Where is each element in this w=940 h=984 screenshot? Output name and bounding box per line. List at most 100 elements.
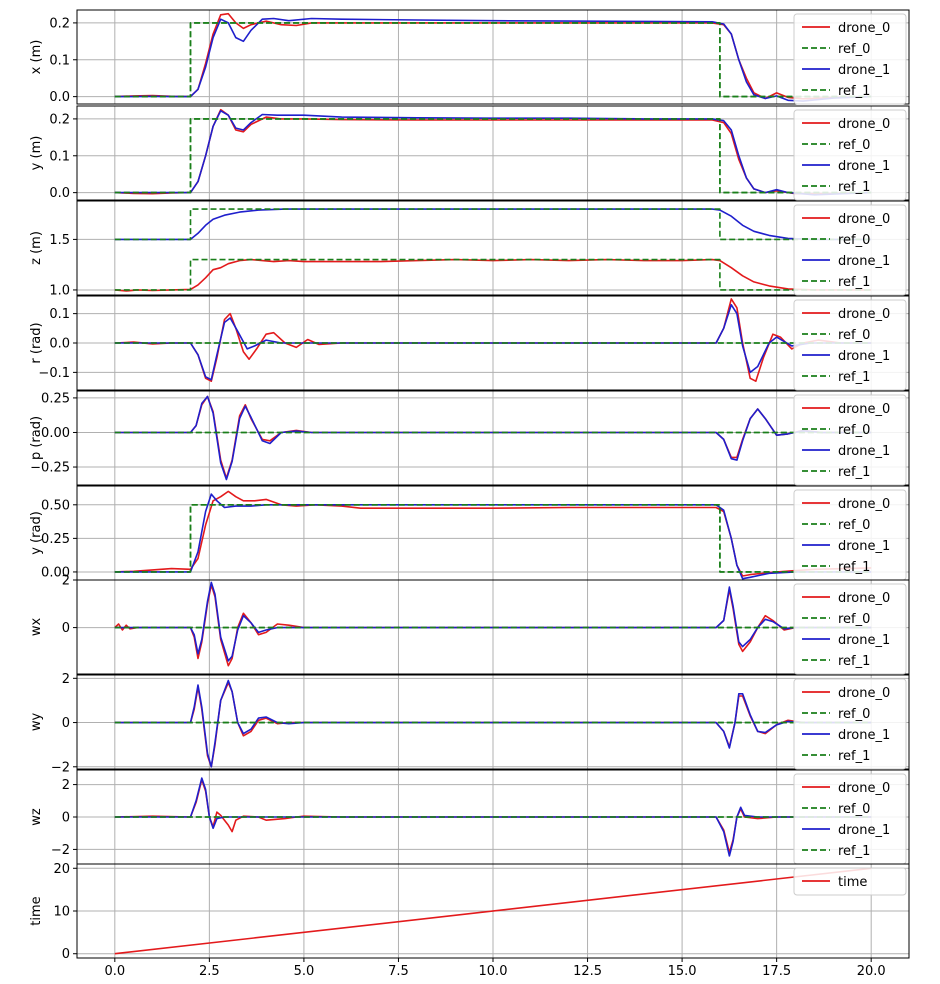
y-axis-label: y (m)	[29, 136, 44, 171]
y-axis-label: time	[29, 896, 44, 925]
panel-frame	[76, 200, 910, 296]
x-tick-label: 20.0	[857, 964, 886, 979]
legend-label: ref_1	[838, 465, 870, 480]
y-tick-label: 0	[62, 621, 70, 636]
y-tick-label: 0.2	[49, 16, 70, 31]
legend-label: drone_0	[838, 117, 890, 132]
y-tick-label: 0.25	[41, 391, 70, 406]
series-group	[114, 12, 872, 102]
series-group	[114, 581, 872, 667]
series-line-ref_1	[114, 504, 872, 573]
y-tick-label: 0.1	[49, 53, 70, 68]
legend-label: ref_1	[838, 275, 870, 290]
series-line-drone_1	[114, 110, 872, 196]
series-line-drone_1	[114, 208, 872, 241]
y-tick-label: 1.5	[49, 233, 70, 248]
panel-7: −2 0 2 wy drone_0 ref_0 drone_1 ref_1	[29, 672, 910, 775]
legend: drone_0 ref_0 drone_1 ref_1	[793, 678, 907, 770]
series-group	[114, 867, 872, 955]
legend-label: drone_0	[838, 497, 890, 512]
legend-label: ref_0	[838, 42, 870, 57]
legend-label: ref_1	[838, 749, 870, 764]
series-group	[114, 777, 872, 857]
panel-9: 0.0 2.5 5.0 7.5 10.0 12.5 15.0 17.5 20.0 0 10 20 tim…	[29, 862, 910, 979]
legend-label: drone_1	[838, 823, 890, 838]
legend-label: ref_1	[838, 844, 870, 859]
panel-1: 0.0 0.1 0.2 y (m) drone_0 ref_0 drone_1 ref_1	[29, 105, 910, 201]
legend-box	[793, 583, 907, 675]
legend-label: drone_1	[838, 349, 890, 364]
panel-frame	[76, 863, 910, 959]
series-line-drone_1	[114, 777, 872, 857]
y-tick-label: 0.1	[49, 149, 70, 164]
y-tick-label: 0.0	[49, 186, 70, 201]
legend: drone_0 ref_0 drone_1 ref_1	[793, 204, 907, 296]
legend-label: ref_0	[838, 612, 870, 627]
x-tick-label: 0.0	[104, 964, 125, 979]
legend-label: ref_0	[838, 138, 870, 153]
panel-5: 0.00 0.25 0.50y (rad) drone_0 ref_0 drone_1re…	[29, 485, 910, 581]
series-line-drone_0	[114, 258, 872, 292]
legend: drone_0 ref_0 drone_1 ref_1	[793, 489, 907, 581]
legend-label: time	[838, 875, 867, 890]
legend-label: ref_1	[838, 560, 870, 575]
series-line-drone_1	[114, 581, 872, 662]
y-axis-label: wy	[29, 713, 44, 732]
panel-frame	[76, 295, 910, 391]
legend-label: drone_0	[838, 591, 890, 606]
y-axis-label: wz	[29, 808, 44, 826]
legend-label: drone_0	[838, 781, 890, 796]
series-group	[114, 490, 872, 580]
panel-0: 0.0 0.1 0.2 x (m) drone_0 ref_0 drone_1 ref_1	[29, 9, 910, 105]
legend-label: ref_0	[838, 707, 870, 722]
legend: drone_0 ref_0 drone_1 ref_1	[793, 299, 907, 391]
legend-label: drone_0	[838, 686, 890, 701]
y-axis-label: wx	[29, 618, 44, 637]
legend-box	[793, 299, 907, 391]
panel-8: −2 0 2 wz drone_0 ref_0 drone_1 ref_1	[29, 769, 910, 865]
series-group	[114, 679, 872, 768]
y-tick-label: 2	[62, 672, 70, 687]
legend: drone_0 ref_0 drone_1 ref_1	[793, 109, 907, 201]
y-tick-label: −2	[51, 843, 70, 858]
y-tick-label: 20	[53, 862, 70, 877]
legend-label: drone_0	[838, 21, 890, 36]
y-tick-label: 2	[62, 574, 70, 589]
legend-label: drone_0	[838, 402, 890, 417]
panel-3: −0.1 0.0 0.1 r (rad) drone_0 ref_0 drone_1 ref_…	[29, 295, 910, 391]
y-tick-label: 2	[62, 778, 70, 793]
y-tick-label: 10	[53, 905, 70, 920]
y-axis-label: r (rad)	[29, 322, 44, 363]
panel-6: 0 2 wx drone_0 ref_0 drone_1 ref_1	[29, 574, 910, 675]
panel-frame	[76, 674, 910, 770]
legend: drone_0 ref_0 drone_1 ref_1	[793, 13, 907, 105]
legend: drone_0 ref_0 drone_1 ref_1	[793, 773, 907, 865]
legend-label: ref_1	[838, 654, 870, 669]
y-axis-label: y (rad)	[29, 511, 44, 555]
legend-box	[793, 867, 907, 896]
legend-label: ref_1	[838, 180, 870, 195]
legend-label: ref_0	[838, 233, 870, 248]
legend-label: drone_1	[838, 539, 890, 554]
legend-box	[793, 109, 907, 201]
y-tick-label: 0.1	[49, 307, 70, 322]
legend-label: drone_0	[838, 212, 890, 227]
legend-label: drone_0	[838, 307, 890, 322]
series-group	[114, 108, 872, 196]
y-tick-label: 0.00	[41, 565, 70, 580]
legend: drone_0 ref_0 drone_1 ref_1	[793, 583, 907, 675]
legend-label: ref_0	[838, 328, 870, 343]
legend-box	[793, 204, 907, 296]
legend: time	[793, 867, 907, 896]
legend-label: ref_1	[838, 84, 870, 99]
series-group	[114, 208, 872, 292]
legend: drone_0 ref_0 drone_1 ref_1	[793, 394, 907, 486]
y-tick-label: −0.25	[30, 461, 70, 476]
y-tick-label: 0.00	[41, 426, 70, 441]
series-line-ref_1	[114, 208, 872, 241]
legend-label: drone_1	[838, 254, 890, 269]
legend-label: drone_1	[838, 728, 890, 743]
legend-box	[793, 394, 907, 486]
x-tick-label: 17.5	[762, 964, 791, 979]
